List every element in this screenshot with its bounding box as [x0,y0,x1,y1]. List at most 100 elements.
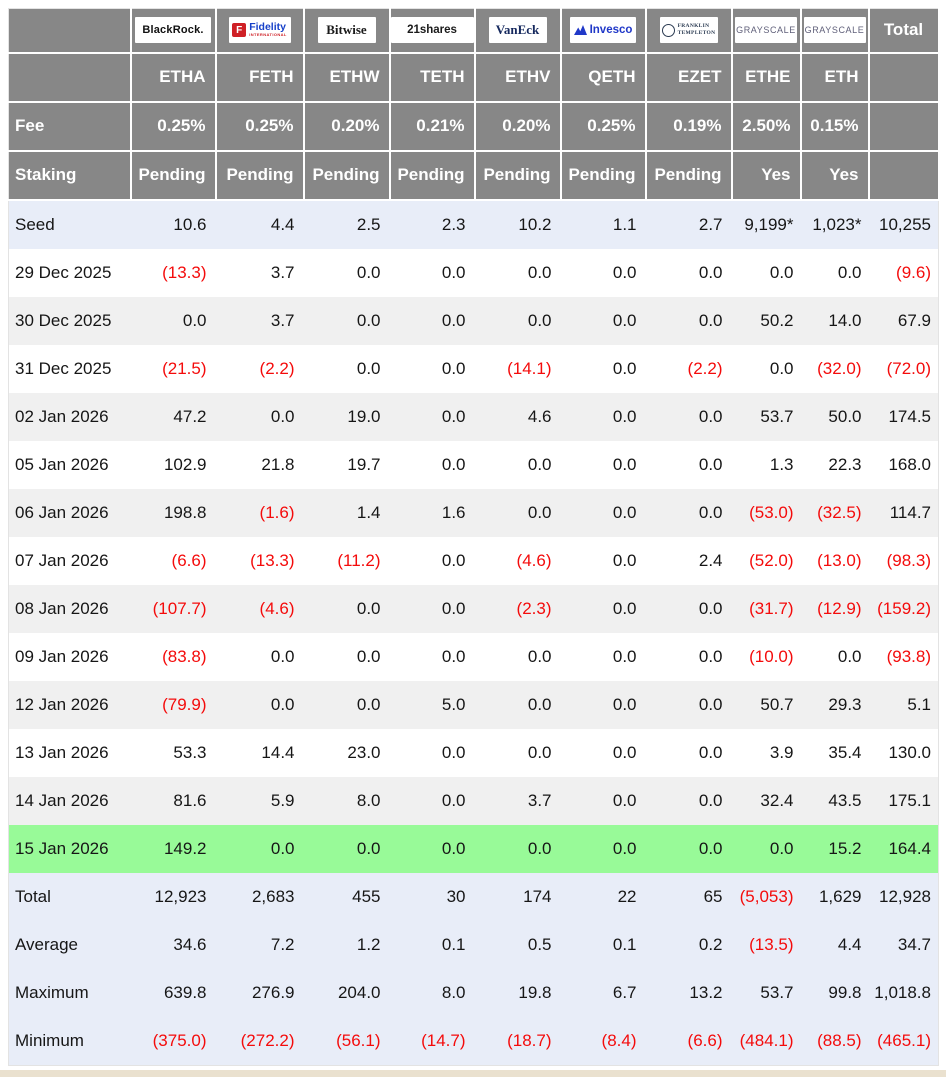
ticker-cell-ETHW: ETHW [303,52,391,103]
row-label: 07 Jan 2026 [8,536,131,585]
value-cell-TETH: 0.0 [389,248,475,297]
value-cell-TETH: 0.0 [389,584,475,633]
row-label: 08 Jan 2026 [8,584,131,633]
value-cell-ETH: 0.0 [800,248,869,297]
value-cell-TETH: 0.1 [389,920,475,969]
value-cell-EZET: 0.2 [645,920,732,969]
value-cell-ETHA: 34.6 [130,920,216,969]
value-cell-ETHE: 9,199* [731,199,801,249]
value-cell-ETHV: 4.6 [474,392,561,441]
logo-cell-EZET: FRANKLIN TEMPLETON [645,8,733,54]
value-cell-ETHV: 0.0 [474,440,561,489]
fee-cell-EZET: 0.19% [645,101,733,152]
logo-cell-FETH: F Fidelity INTERNATIONAL [215,8,305,54]
value-cell-QETH: 0.0 [560,824,646,873]
row-09-jan-2026: 09 Jan 2026 (83.8) 0.0 0.0 0.0 0.0 0.0 0.0 (10.0… [8,632,939,681]
value-cell-ETHA: (83.8) [130,632,216,681]
row-label: 12 Jan 2026 [8,680,131,729]
value-cell-ETHA: (107.7) [130,584,216,633]
value-cell-ETHV: (4.6) [474,536,561,585]
fee-total-empty-cell [868,101,940,152]
value-cell-EZET: 0.0 [645,440,732,489]
value-cell-TETH: 0.0 [389,632,475,681]
value-cell-TETH: 2.3 [389,199,475,249]
row-label: 29 Dec 2025 [8,248,131,297]
row-06-jan-2026: 06 Jan 2026 198.8 (1.6) 1.4 1.6 0.0 0.0 0.0 (53.… [8,488,939,537]
value-cell-ETHW: 0.0 [303,824,390,873]
value-cell-ETHW: 455 [303,872,390,921]
value-cell-ETHA: 53.3 [130,728,216,777]
value-cell-QETH: 0.0 [560,296,646,345]
value-cell-ETHW: 1.2 [303,920,390,969]
value-cell-FETH: 0.0 [215,680,304,729]
value-cell-ETHV: 0.0 [474,488,561,537]
logo-cell-QETH: Invesco [560,8,647,54]
invesco-mountain-icon [573,25,587,36]
row-15-jan-2026: 15 Jan 2026 149.2 0.0 0.0 0.0 0.0 0.0 0.0 0.0 15.… [8,824,939,873]
value-cell-TETH: 1.6 [389,488,475,537]
value-cell-ETH: 43.5 [800,776,869,825]
value-cell-ETHV: 0.0 [474,248,561,297]
row-13-jan-2026: 13 Jan 2026 53.3 14.4 23.0 0.0 0.0 0.0 0.0 3.9 35… [8,728,939,777]
value-cell-ETHE: (10.0) [731,632,801,681]
value-cell-ETHW: 0.0 [303,632,390,681]
value-cell-EZET: 13.2 [645,968,732,1017]
total-value-cell: 168.0 [868,440,939,489]
staking-cell-QETH: Pending [560,150,647,201]
value-cell-QETH: 0.0 [560,584,646,633]
value-cell-EZET: 0.0 [645,584,732,633]
fee-row: Fee 0.25% 0.25% 0.20% 0.21% 0.20% 0.25% 0.19% 2.… [8,101,940,152]
value-cell-ETHA: 10.6 [130,199,216,249]
vaneck-wordmark: VanEck [495,22,540,38]
value-cell-QETH: 0.0 [560,440,646,489]
value-cell-ETH: 99.8 [800,968,869,1017]
value-cell-FETH: 0.0 [215,392,304,441]
value-cell-ETHV: 0.0 [474,632,561,681]
value-cell-FETH: (13.3) [215,536,304,585]
total-value-cell: 164.4 [868,824,939,873]
value-cell-FETH: (4.6) [215,584,304,633]
row-label: 06 Jan 2026 [8,488,131,537]
value-cell-ETHW: (11.2) [303,536,390,585]
value-cell-ETHA: (21.5) [130,344,216,393]
row-30-dec-2025: 30 Dec 2025 0.0 3.7 0.0 0.0 0.0 0.0 0.0 50.2 14.0… [8,296,939,345]
value-cell-FETH: (2.2) [215,344,304,393]
value-cell-FETH: (1.6) [215,488,304,537]
value-cell-ETHW: 1.4 [303,488,390,537]
value-cell-ETHW: 23.0 [303,728,390,777]
value-cell-ETHE: 0.0 [731,344,801,393]
fidelity-f-icon: F [232,23,247,38]
value-cell-QETH: 0.0 [560,776,646,825]
fee-cell-ETHA: 0.25% [130,101,217,152]
row-average: Average 34.6 7.2 1.2 0.1 0.5 0.1 0.2 (13.5) 4.4 34… [8,920,939,969]
value-cell-ETHA: 639.8 [130,968,216,1017]
staking-total-empty-cell [868,150,940,201]
value-cell-ETHE: (53.0) [731,488,801,537]
value-cell-FETH: 3.7 [215,296,304,345]
value-cell-QETH: 0.0 [560,344,646,393]
value-cell-ETHV: 10.2 [474,199,561,249]
value-cell-TETH: 0.0 [389,440,475,489]
value-cell-EZET: (6.6) [645,1016,732,1065]
value-cell-FETH: 5.9 [215,776,304,825]
table-header: BlackRock. F Fidelity INTERNATIONAL Bitwise 2… [8,8,940,201]
fee-cell-TETH: 0.21% [389,101,476,152]
value-cell-ETH: (88.5) [800,1016,869,1065]
value-cell-ETHE: 53.7 [731,968,801,1017]
value-cell-ETHA: (79.9) [130,680,216,729]
value-cell-QETH: 0.0 [560,632,646,681]
value-cell-QETH: 0.0 [560,488,646,537]
value-cell-QETH: 0.0 [560,536,646,585]
value-cell-TETH: 5.0 [389,680,475,729]
total-value-cell: (465.1) [868,1016,939,1065]
logo-row: BlackRock. F Fidelity INTERNATIONAL Bitwise 2… [8,8,940,54]
value-cell-FETH: 0.0 [215,632,304,681]
value-cell-ETH: (13.0) [800,536,869,585]
total-value-cell: 67.9 [868,296,939,345]
row-label: Maximum [8,968,131,1017]
logo-box-shares21: 21shares [390,17,474,44]
total-value-cell: (72.0) [868,344,939,393]
row-29-dec-2025: 29 Dec 2025 (13.3) 3.7 0.0 0.0 0.0 0.0 0.0 0.0 0.… [8,248,939,297]
fee-cell-ETH: 0.15% [800,101,870,152]
value-cell-ETHW: (56.1) [303,1016,390,1065]
